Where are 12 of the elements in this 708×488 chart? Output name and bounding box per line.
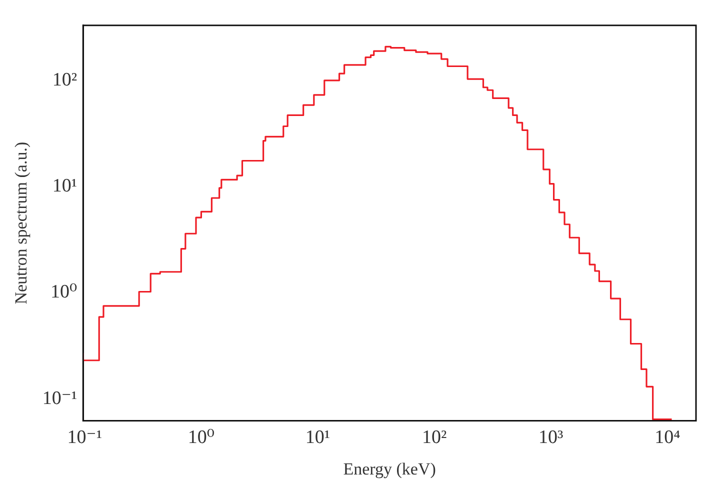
x-tick-label: 10¹ bbox=[305, 427, 330, 448]
y-tick-label: 10⁰ bbox=[50, 282, 78, 303]
x-tick-label: 10⁻¹ bbox=[67, 427, 102, 448]
x-axis-title: Energy (keV) bbox=[343, 459, 436, 478]
x-tick-label: 10⁰ bbox=[188, 427, 215, 448]
x-tick-label: 10² bbox=[422, 427, 447, 448]
y-tick-label: 10² bbox=[52, 69, 78, 90]
x-tick-label: 10⁴ bbox=[654, 427, 681, 448]
y-tick-label: 10⁻¹ bbox=[42, 388, 78, 409]
y-tick-label: 10¹ bbox=[52, 176, 78, 197]
x-tick-label: 10³ bbox=[538, 427, 564, 448]
y-axis-title: Neutron spectrum (a.u.) bbox=[12, 142, 31, 304]
